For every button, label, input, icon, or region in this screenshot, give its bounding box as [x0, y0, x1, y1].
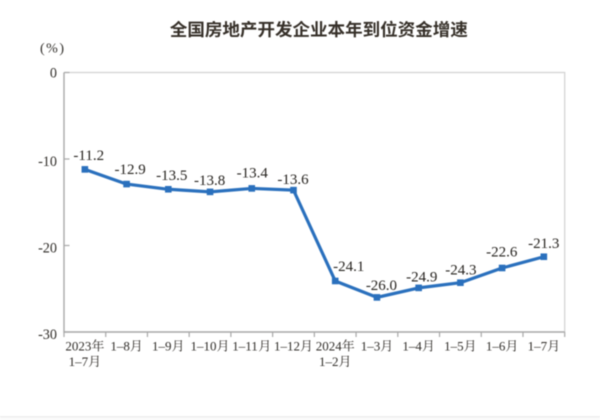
svg-text:-13.8: -13.8: [194, 173, 225, 189]
svg-text:1–10: 1–10: [191, 339, 217, 354]
svg-text:1–6: 1–6: [486, 339, 506, 354]
svg-text:-11.2: -11.2: [73, 148, 104, 164]
svg-text:-30: -30: [38, 327, 57, 343]
svg-text:-13.6: -13.6: [277, 172, 309, 188]
svg-text:-10: -10: [38, 154, 57, 170]
svg-text:-13.4: -13.4: [237, 165, 269, 181]
svg-text:1–11: 1–11: [232, 339, 258, 354]
svg-text:2024: 2024: [316, 339, 343, 354]
svg-text:-20: -20: [38, 241, 57, 257]
svg-text:-12.9: -12.9: [114, 162, 145, 178]
svg-text:-22.6: -22.6: [486, 244, 518, 260]
svg-text:1–12: 1–12: [274, 339, 300, 354]
svg-text:(%): (%): [40, 42, 66, 57]
svg-text:-26.0: -26.0: [366, 278, 397, 294]
svg-text:1–8: 1–8: [110, 339, 130, 354]
svg-text:-24.9: -24.9: [406, 269, 437, 285]
svg-text:-24.1: -24.1: [333, 259, 364, 275]
svg-text:1–2: 1–2: [319, 354, 339, 369]
svg-text:-24.3: -24.3: [445, 263, 476, 279]
svg-text:1–9: 1–9: [152, 339, 172, 354]
svg-text:2023: 2023: [65, 339, 91, 354]
svg-text:-13.5: -13.5: [156, 168, 187, 184]
svg-text:1–5: 1–5: [444, 339, 464, 354]
svg-text:0: 0: [50, 66, 57, 82]
svg-text:1–4: 1–4: [402, 339, 422, 354]
svg-text:-21.3: -21.3: [528, 236, 559, 252]
svg-text:1–7: 1–7: [528, 339, 548, 354]
svg-text:1–3: 1–3: [361, 339, 381, 354]
svg-text:1–7: 1–7: [69, 354, 89, 369]
